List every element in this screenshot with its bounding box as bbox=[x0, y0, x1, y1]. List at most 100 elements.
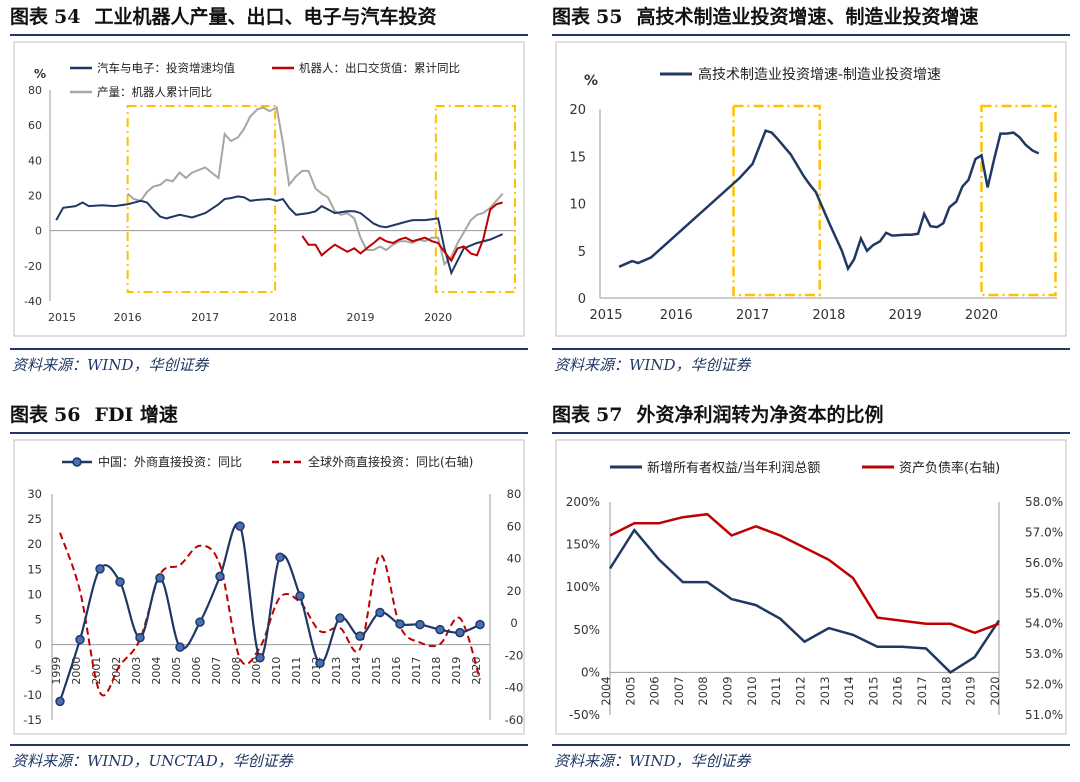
chart-55: 0 5 10 15 20 2015 2016 2017 2018 2019 2020% 高技术制造业投… bbox=[555, 41, 1067, 337]
series-line bbox=[55, 195, 503, 276]
highlight-box bbox=[732, 104, 821, 297]
y-tick-label: -15 bbox=[23, 713, 42, 727]
x-tick-label: 2018 bbox=[430, 657, 443, 685]
y2-tick-label: 20 bbox=[507, 584, 522, 598]
legend-label: 中国：外商直接投资：同比 bbox=[98, 454, 242, 469]
data-marker bbox=[315, 658, 325, 668]
panel-title: 图表 54 工业机器人产量、出口、电子与汽车投资 bbox=[10, 6, 437, 28]
y-unit-label: % bbox=[584, 73, 598, 89]
x-tick-label: 2017 bbox=[191, 311, 219, 324]
data-marker bbox=[455, 627, 465, 638]
x-tick-label: 2000 bbox=[70, 657, 83, 685]
y-tick-label: -20 bbox=[24, 260, 42, 273]
x-tick-label: 2016 bbox=[114, 311, 142, 324]
x-tick-label: 2018 bbox=[269, 311, 297, 324]
y2-tick-label: 53.0% bbox=[1025, 647, 1063, 661]
y-tick-label: 0% bbox=[581, 665, 600, 679]
y2-tick-label: -40 bbox=[505, 681, 524, 695]
x-tick-label: 2005 bbox=[623, 676, 637, 705]
legend-label: 全球外商直接投资：同比(右轴) bbox=[308, 454, 473, 469]
x-tick-label: 2007 bbox=[672, 676, 686, 705]
data-marker bbox=[155, 573, 165, 583]
series-line bbox=[59, 532, 481, 697]
x-tick-label: 2008 bbox=[696, 676, 710, 705]
y-tick-label: 0 bbox=[35, 638, 42, 652]
source-note: 资料来源：WIND，华创证券 bbox=[554, 356, 751, 374]
y-tick-label: 15 bbox=[27, 562, 42, 576]
x-tick-label: 2011 bbox=[769, 676, 783, 705]
y2-tick-label: 52.0% bbox=[1025, 678, 1063, 692]
x-tick-label: 2010 bbox=[745, 676, 759, 705]
data-marker bbox=[475, 619, 485, 630]
data-marker bbox=[135, 632, 145, 643]
panel-title: 图表 55 高技术制造业投资增速、制造业投资增速 bbox=[552, 6, 979, 28]
y-tick-label: 200% bbox=[566, 495, 600, 509]
y2-tick-label: 60 bbox=[507, 519, 522, 533]
x-tick-label: 2019 bbox=[347, 311, 375, 324]
x-tick-label: 2018 bbox=[939, 676, 953, 705]
plot-frame bbox=[13, 439, 525, 735]
series-line bbox=[609, 512, 1000, 635]
x-tick-label: 2020 bbox=[965, 308, 998, 323]
y-tick-label: 0 bbox=[35, 225, 42, 238]
y2-tick-label: 55.0% bbox=[1025, 586, 1063, 600]
y2-tick-label: 56.0% bbox=[1025, 556, 1063, 570]
legend-marker bbox=[72, 457, 82, 467]
y2-tick-label: 51.0% bbox=[1025, 708, 1063, 722]
x-tick-label: 2017 bbox=[915, 676, 929, 705]
highlight-box bbox=[980, 104, 1057, 297]
y-tick-label: 5 bbox=[35, 613, 42, 627]
series-line bbox=[608, 527, 1001, 674]
series-line bbox=[618, 129, 1040, 272]
x-tick-label: 2015 bbox=[866, 676, 880, 705]
highlight-box bbox=[126, 105, 277, 293]
chart-57: -50% 0% 50% 100% 150% 200% 51.0% 52.0% 53.0% 54.0… bbox=[555, 439, 1067, 735]
data-marker bbox=[235, 521, 245, 531]
panel-55: 图表 55 高技术制造业投资增速、制造业投资增速 0 5 10 15 20 2015 2016 2… bbox=[552, 0, 1070, 385]
y-tick-label: 50% bbox=[573, 623, 600, 637]
y2-tick-label: 57.0% bbox=[1025, 525, 1063, 539]
panel-56: 图表 56 FDI 增速 -15 -10 -5 0 5 10 15 20 25 30 -60 -40 -20… bbox=[10, 398, 528, 782]
y-tick-label: 100% bbox=[566, 580, 600, 594]
y-tick-label: -40 bbox=[24, 295, 42, 308]
chart-56: -15 -10 -5 0 5 10 15 20 25 30 -60 -40 -20 0 20 40 60 80 19… bbox=[13, 439, 525, 735]
x-tick-label: 2016 bbox=[390, 657, 403, 685]
x-tick-label: 2018 bbox=[812, 308, 845, 323]
y-tick-label: 10 bbox=[569, 198, 586, 213]
y-tick-label: 10 bbox=[27, 587, 42, 601]
y-tick-label: 150% bbox=[566, 538, 600, 552]
data-marker bbox=[295, 591, 305, 601]
data-marker bbox=[275, 552, 285, 563]
x-tick-label: 2009 bbox=[250, 657, 263, 685]
data-marker bbox=[355, 631, 365, 641]
data-marker bbox=[435, 624, 445, 635]
y-tick-label: 30 bbox=[27, 487, 42, 501]
x-tick-label: 2003 bbox=[130, 657, 143, 685]
x-tick-label: 2015 bbox=[370, 657, 383, 685]
legend-label: 机器人：出口交货值：累计同比 bbox=[299, 61, 460, 75]
series-line bbox=[301, 201, 503, 263]
x-tick-label: 2017 bbox=[736, 308, 769, 323]
x-tick-label: 2006 bbox=[648, 676, 662, 705]
x-tick-label: 2014 bbox=[350, 657, 363, 685]
legend-label: 资产负债率(右轴) bbox=[899, 460, 1000, 476]
y-tick-label: 25 bbox=[27, 512, 42, 526]
source-note: 资料来源：WIND，华创证券 bbox=[554, 752, 751, 770]
x-tick-label: 2008 bbox=[230, 657, 243, 685]
y-unit-label: % bbox=[34, 67, 46, 81]
legend-label: 产量：机器人累计同比 bbox=[97, 85, 212, 99]
panel-54: 图表 54 工业机器人产量、出口、电子与汽车投资 -40 -20 0 20 40 60 80 20… bbox=[10, 0, 528, 385]
panel-57: 图表 57 外资净利润转为净资本的比例 -50% 0% 50% 100% 150% 200% 5… bbox=[552, 398, 1070, 782]
y-tick-label: -10 bbox=[23, 688, 42, 702]
x-tick-label: 2007 bbox=[210, 657, 223, 685]
data-marker bbox=[175, 642, 185, 652]
y-tick-label: 0 bbox=[578, 292, 586, 307]
y-tick-label: 40 bbox=[28, 154, 42, 167]
x-tick-label: 2017 bbox=[410, 657, 423, 685]
legend-label: 高技术制造业投资增速-制造业投资增速 bbox=[698, 66, 941, 83]
x-tick-label: 2009 bbox=[721, 676, 735, 705]
y-tick-label: 20 bbox=[569, 103, 586, 118]
data-marker bbox=[335, 613, 345, 623]
x-tick-label: 2020 bbox=[988, 676, 1002, 705]
x-tick-label: 2016 bbox=[891, 676, 905, 705]
